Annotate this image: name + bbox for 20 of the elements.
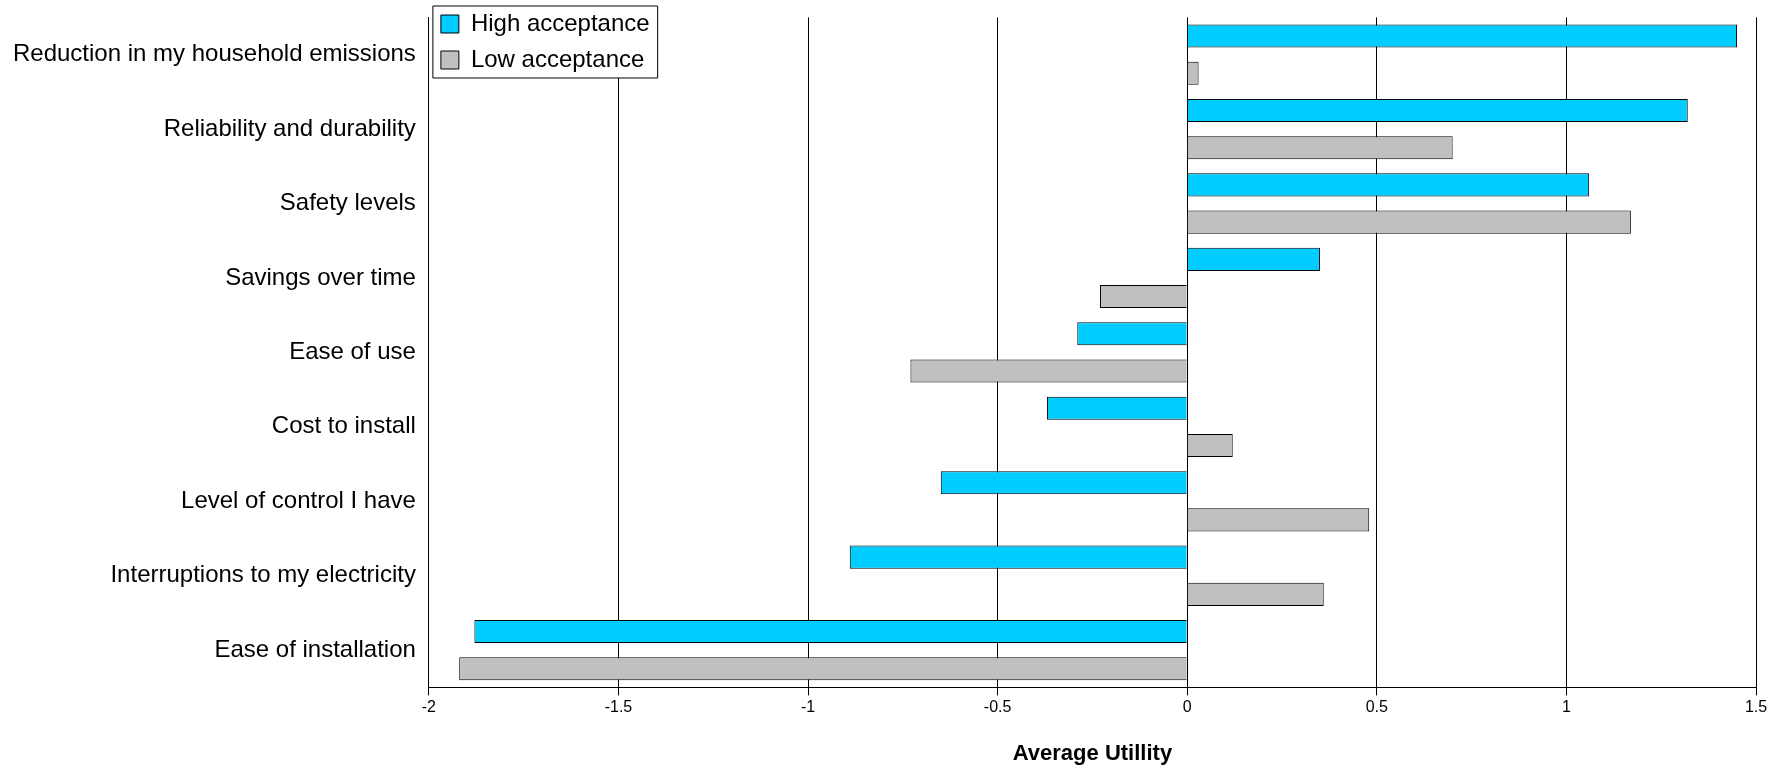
y-tick-label: Savings over time <box>225 262 416 290</box>
legend-label: High acceptance <box>470 8 650 36</box>
y-tick-label: Reliability and durability <box>163 113 416 141</box>
legend-label: Low acceptance <box>470 44 645 72</box>
y-tick-label: Ease of use <box>289 337 416 365</box>
x-tick-label: 0.5 <box>1365 698 1389 716</box>
x-tick-label: 1.5 <box>1744 698 1768 716</box>
y-tick-label: Cost to install <box>271 411 416 439</box>
x-tick-label: 0 <box>1182 698 1192 716</box>
x-tick-label: -1.5 <box>604 698 633 716</box>
y-tick-label: Safety levels <box>279 188 416 216</box>
y-tick-label: Level of control I have <box>181 485 416 513</box>
x-axis-title: Average Utillity <box>1012 739 1173 765</box>
x-tick-label: -2 <box>421 698 437 716</box>
x-tick-label: 1 <box>1561 698 1571 716</box>
x-tick-label: -1 <box>800 698 816 716</box>
y-tick-label: Reduction in my household emissions <box>12 39 416 67</box>
y-tick-label: Interruptions to my electricity <box>110 560 416 588</box>
x-tick-label: -0.5 <box>983 698 1012 716</box>
y-tick-label: Ease of installation <box>214 634 416 662</box>
